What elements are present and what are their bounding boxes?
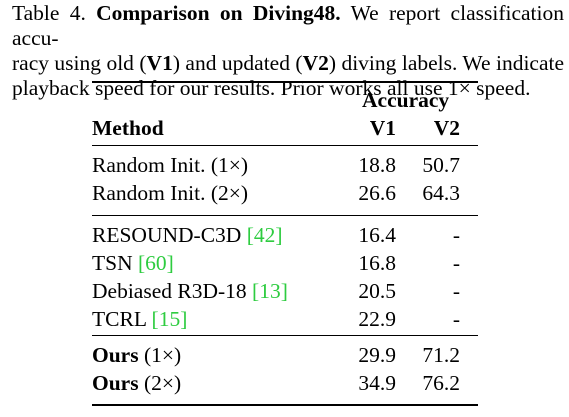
caption-line-2: racy using old (V1) and updated (V2) div… — [12, 51, 564, 76]
cell-v1: 16.4 — [358, 223, 396, 247]
cell-v2: 64.3 — [422, 181, 460, 205]
method-speed: (2×) — [205, 181, 249, 205]
citation-link[interactable]: [42] — [246, 223, 283, 247]
row-method: Random Init. (2×) — [92, 181, 248, 205]
method-name: Ours — [92, 343, 139, 367]
caption-line-1: Table 4. Comparison on Diving48. We repo… — [12, 1, 564, 51]
cell-v2: - — [452, 279, 460, 303]
method-name: Ours — [92, 371, 139, 395]
caption-v1: V1 — [146, 51, 173, 75]
caption-v2: V2 — [302, 51, 329, 75]
header-method: Method — [92, 116, 164, 140]
citation-link[interactable]: [60] — [138, 251, 174, 275]
header-rule — [92, 145, 478, 146]
cell-v2: - — [452, 223, 460, 247]
group-rule — [92, 335, 478, 336]
method-speed: (1×) — [205, 153, 249, 177]
caption-text-1: We report classification accu- — [12, 1, 564, 50]
caption-text-2a: racy using old ( — [12, 51, 147, 75]
method-name: Random Init. — [92, 153, 206, 177]
method-name: Random Init. — [92, 181, 206, 205]
method-name: Debiased R3D-18 — [92, 279, 253, 303]
cell-v2: 50.7 — [422, 153, 460, 177]
row-method: TCRL [15] — [92, 307, 187, 331]
header-accuracy: Accuracy — [362, 88, 450, 112]
bottom-rule — [92, 404, 478, 406]
row-method: RESOUND-C3D [42] — [92, 223, 283, 247]
cell-v1: 20.5 — [358, 279, 396, 303]
caption-line-3: playback speed for our results. Prior wo… — [12, 76, 531, 100]
citation-link[interactable]: [13] — [252, 279, 288, 303]
cell-v1: 22.9 — [358, 307, 396, 331]
row-method: Ours (2×) — [92, 371, 181, 395]
method-name: TSN — [92, 251, 138, 275]
method-name: TCRL — [92, 307, 152, 331]
caption-label: Table 4. — [12, 1, 86, 25]
header-v2: V2 — [433, 116, 460, 140]
cell-v1: 18.8 — [358, 153, 396, 177]
table-caption: Table 4. Comparison on Diving48. We repo… — [12, 1, 564, 101]
caption-text-2c: ) diving labels. We indicate — [328, 51, 565, 75]
cell-v2: 71.2 — [422, 343, 460, 367]
top-rule — [92, 81, 478, 83]
cell-v1: 16.8 — [358, 251, 396, 275]
cell-v1: 29.9 — [358, 343, 396, 367]
row-method: TSN [60] — [92, 251, 174, 275]
row-method: Debiased R3D-18 [13] — [92, 279, 288, 303]
cell-v2: 76.2 — [422, 371, 460, 395]
caption-text-2b: ) and updated ( — [172, 51, 303, 75]
row-method: Ours (1×) — [92, 343, 181, 367]
method-name: RESOUND-C3D — [92, 223, 247, 247]
method-speed: (2×) — [138, 371, 182, 395]
results-table: Accuracy Method V1 V2 Random Init. (1×) 1… — [92, 0, 478, 417]
caption-title: Comparison on Diving48. — [96, 1, 341, 25]
row-method: Random Init. (1×) — [92, 153, 248, 177]
cell-v2: - — [452, 307, 460, 331]
header-v1: V1 — [369, 116, 396, 140]
citation-link[interactable]: [15] — [151, 307, 188, 331]
method-speed: (1×) — [138, 343, 182, 367]
group-rule — [92, 215, 478, 216]
cell-v1: 34.9 — [358, 371, 396, 395]
cell-v1: 26.6 — [358, 181, 396, 205]
cell-v2: - — [452, 251, 460, 275]
